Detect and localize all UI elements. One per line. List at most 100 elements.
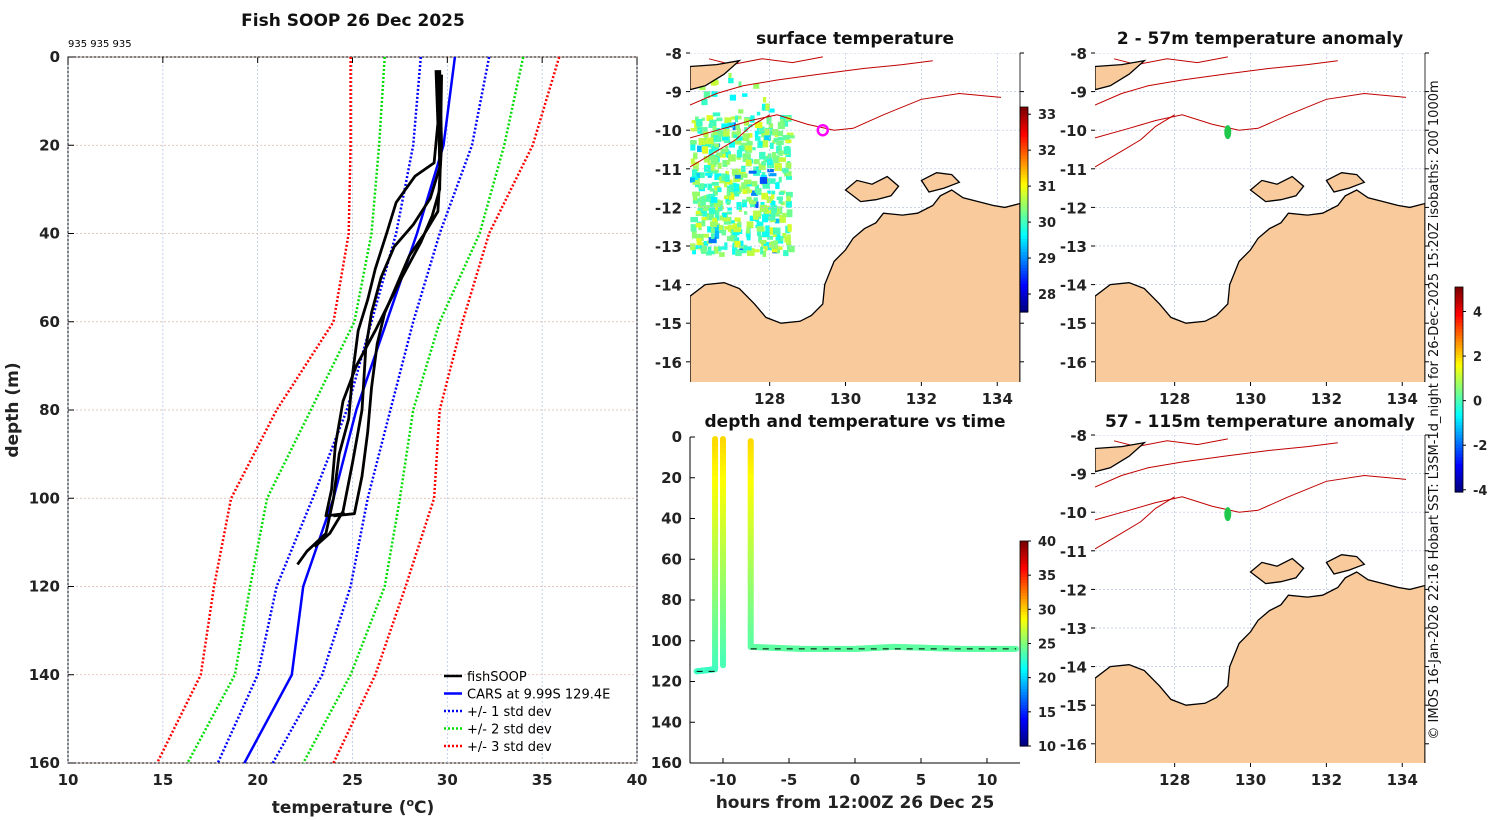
colorbar-cell [1455, 373, 1463, 378]
y-tick-label: 140 [651, 713, 682, 731]
sst-pixel [785, 115, 789, 122]
sst-pixel [762, 140, 769, 148]
sst-pixel [725, 196, 731, 204]
colorbar-cell [1020, 685, 1028, 689]
sst-pixel [700, 246, 708, 252]
sst-pixel [743, 153, 751, 161]
colorbar-cell [1455, 418, 1463, 423]
sst-pixel [713, 190, 718, 196]
colorbar-cell [1455, 303, 1463, 307]
profile-axes: 10 15 20 25 30 35 40 0 20 40 60 80 100 120 140 160 fishS… [29, 48, 648, 789]
colorbar-cell [1455, 456, 1463, 461]
colorbar-cell [1455, 312, 1463, 317]
sst-pixel [763, 241, 771, 246]
isobath-line [690, 60, 933, 106]
colorbar-cell [1020, 257, 1028, 262]
sst-pixel [729, 141, 735, 148]
sst-pixel [703, 240, 709, 246]
sst-pixel [782, 134, 791, 141]
colorbar-cell [1020, 292, 1028, 297]
sst-pixel [775, 208, 781, 214]
land-cobourg-peninsula [1325, 554, 1366, 575]
sst-pixel [694, 120, 698, 128]
x-tick-label: -10 [709, 771, 736, 789]
sst-pixel [783, 250, 789, 257]
sst-pixel [734, 174, 741, 179]
sst-pixel [692, 177, 700, 185]
sst-pixel [769, 142, 774, 149]
sst-pixel [750, 115, 755, 123]
sst-pixel [738, 115, 742, 120]
sst-pixel [771, 249, 778, 253]
colorbar-cell [1020, 563, 1028, 568]
sst-pixel [710, 133, 716, 139]
sst-pixel [737, 221, 742, 226]
colorbar-cell [1455, 482, 1463, 487]
colorbar-tick-label: -2 [1473, 439, 1487, 454]
y-tick-label: 120 [29, 578, 60, 596]
sst-pixel [719, 224, 723, 231]
land-mainland [1095, 189, 1425, 382]
y-tick-label: 140 [29, 666, 60, 684]
sst-pixel [710, 77, 717, 86]
y-tick-label: 160 [651, 754, 682, 772]
colorbar-cell [1020, 550, 1028, 555]
land-melville-island [844, 175, 900, 203]
colorbar-cell [1020, 161, 1028, 166]
sst-pixel [784, 145, 790, 150]
colorbar-cell [1020, 183, 1028, 188]
sst-pixel [719, 246, 726, 250]
colorbar-cell [1020, 228, 1028, 233]
colorbar-cell [1020, 547, 1028, 552]
colorbar-cell [1020, 215, 1028, 220]
sst-pixel [733, 183, 740, 192]
colorbar-cell [1020, 585, 1028, 590]
sst-pixel [697, 145, 702, 153]
lat-tick-label: -15 [1060, 315, 1087, 333]
colorbar-tick-label: 40 [1038, 535, 1056, 550]
colorbar-tick-label: 31 [1038, 180, 1056, 195]
colorbar-cell [1020, 119, 1028, 124]
sst-pixel [744, 211, 748, 215]
sst-pixel [767, 178, 776, 184]
sst-pixel [719, 252, 725, 257]
sst-pixel [755, 184, 760, 190]
sst-pixel [742, 133, 750, 142]
colorbar-cell [1020, 164, 1028, 169]
colorbar-tick-label: 28 [1038, 288, 1056, 303]
y-tick-label: 80 [39, 401, 60, 419]
lon-tick-label: 132 [1311, 390, 1342, 408]
sst-pixel [723, 195, 729, 200]
map-content [1095, 435, 1425, 763]
lat-tick-label: -8 [665, 45, 682, 63]
sst-pixel [722, 159, 728, 167]
sst-pixel [745, 145, 752, 151]
colorbar-cell [1020, 241, 1028, 246]
sst-pixel [775, 182, 780, 189]
sst-pixel [746, 226, 750, 234]
colorbar-tick-label: 4 [1473, 306, 1482, 321]
colorbar-cell [1020, 289, 1028, 294]
lat-tick-label: -11 [1060, 161, 1087, 179]
sst-pixel [690, 224, 697, 232]
colorbar-cell [1020, 656, 1028, 661]
sst-pixel [713, 205, 720, 213]
isobath-line [690, 92, 1002, 139]
sst-pixel [753, 197, 758, 202]
sst-pixel [724, 117, 732, 124]
sst-pixel [713, 246, 719, 254]
x-tick-label: 15 [152, 771, 173, 789]
colorbar-cell [1455, 408, 1463, 413]
colorbar-cell [1455, 459, 1463, 464]
sst-pixel [709, 119, 717, 127]
sst-pixel [779, 114, 785, 119]
colorbar-cell [1455, 367, 1463, 371]
colorbar-cell [1020, 675, 1028, 680]
sst-colorbar: 28 29 30 31 32 33 [1019, 106, 1056, 313]
sst-pixel [708, 193, 716, 199]
colorbar-cell [1020, 697, 1028, 702]
sst-pixel [727, 207, 732, 211]
sst-pixel [710, 233, 715, 239]
colorbar-cell [1455, 405, 1463, 410]
colorbar-cell [1455, 475, 1463, 480]
